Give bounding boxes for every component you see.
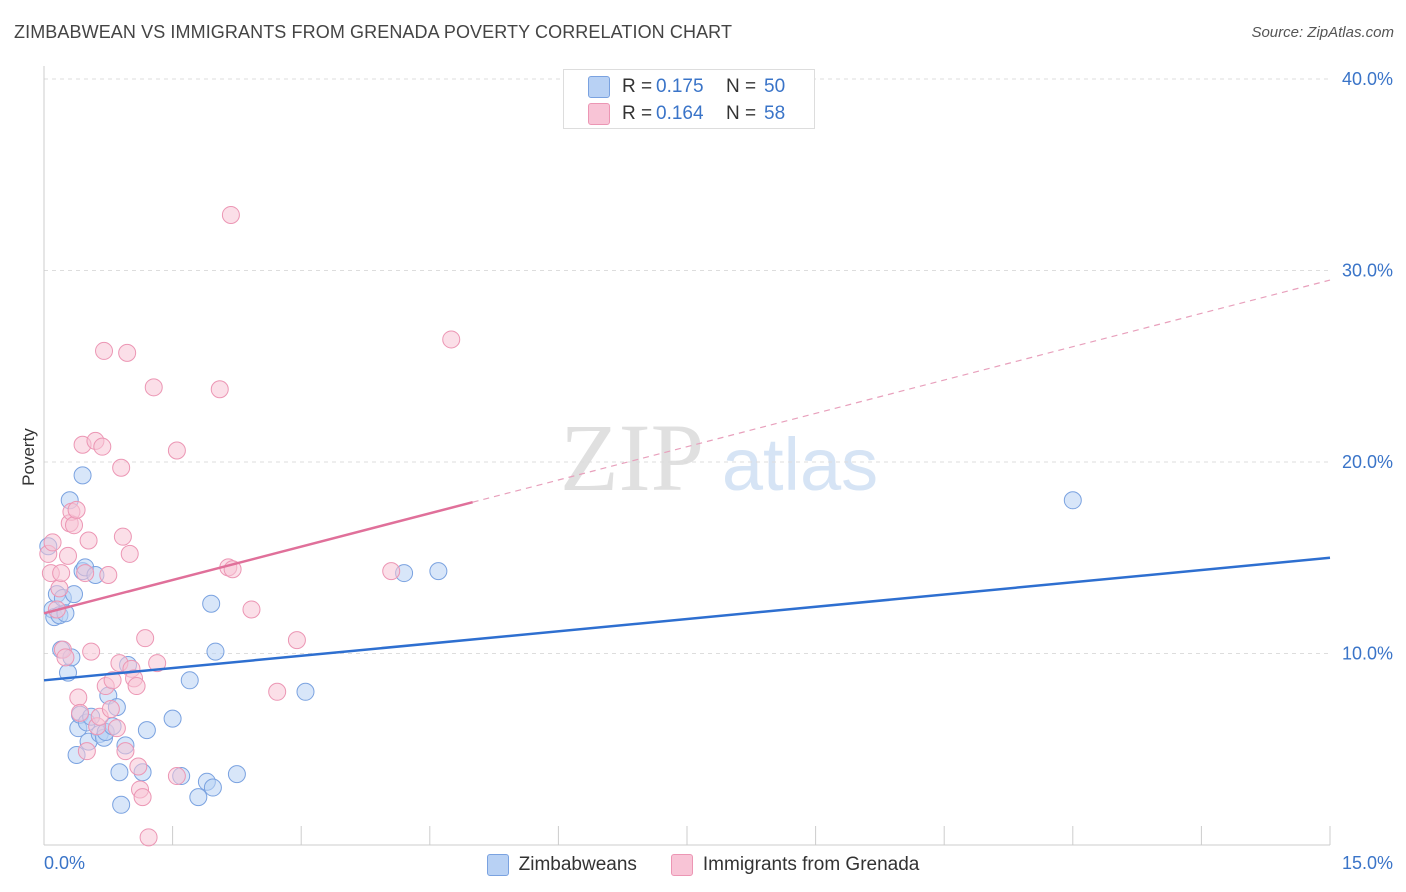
point-grenada	[65, 516, 84, 535]
point-grenada	[101, 700, 120, 719]
y-tick-label: 30.0%	[1342, 261, 1393, 281]
point-zimbabweans	[429, 562, 448, 581]
point-zimbabweans	[112, 795, 131, 814]
legend-swatch-blue	[486, 854, 509, 876]
point-grenada	[107, 719, 126, 738]
n-value: 58	[764, 103, 786, 124]
point-grenada	[116, 742, 135, 761]
point-grenada	[67, 500, 86, 519]
point-grenada	[56, 648, 75, 667]
correlation-legend: R = 0.175 N = 50 R = 0.164 N = 58	[563, 69, 815, 129]
point-grenada	[144, 378, 163, 397]
point-zimbabweans	[189, 788, 208, 807]
point-grenada	[167, 441, 186, 460]
point-grenada	[113, 527, 132, 546]
point-zimbabweans	[202, 594, 221, 613]
point-grenada	[93, 437, 112, 456]
point-grenada	[79, 531, 98, 550]
legend-swatch-pink	[588, 103, 610, 125]
bottom-legend: Zimbabweans Immigrants from Grenada	[0, 851, 1406, 879]
r-value: 0.164	[656, 103, 704, 124]
legend-swatch-blue	[588, 76, 610, 98]
legend-label: Zimbabweans	[518, 854, 637, 875]
y-tick-label: 40.0%	[1342, 69, 1393, 89]
point-grenada	[127, 677, 146, 696]
r-label: R =	[622, 103, 653, 124]
point-grenada	[148, 654, 167, 673]
source-label: Source: ZipAtlas.com	[1251, 24, 1394, 41]
point-grenada	[71, 703, 90, 722]
point-grenada	[167, 767, 186, 786]
point-grenada	[442, 330, 461, 349]
point-zimbabweans	[180, 671, 199, 690]
watermark-atlas: atlas	[722, 423, 878, 506]
point-grenada	[221, 205, 240, 224]
point-zimbabweans	[206, 642, 225, 661]
point-zimbabweans	[203, 778, 222, 797]
point-grenada	[133, 788, 152, 807]
trend-line-grenada-extension	[472, 279, 1331, 503]
point-grenada	[382, 562, 401, 581]
n-label: N =	[726, 76, 757, 97]
y-tick-label: 20.0%	[1342, 452, 1393, 472]
point-grenada	[76, 564, 95, 583]
point-grenada	[52, 564, 71, 583]
point-grenada	[120, 544, 139, 563]
legend-label: Immigrants from Grenada	[702, 854, 920, 875]
x-tick-labels: 0.0% 15.0%	[44, 853, 1393, 873]
trend-line-grenada	[43, 501, 473, 615]
point-grenada	[103, 671, 122, 690]
point-grenada	[59, 546, 78, 565]
point-grenada	[268, 682, 287, 701]
legend-row-grenada: R = 0.164 N = 58	[588, 102, 785, 126]
point-grenada	[82, 642, 101, 661]
legend-row-zimbabweans: R = 0.175 N = 50	[588, 75, 785, 99]
y-tick-labels: 10.0% 20.0% 30.0% 40.0%	[1342, 69, 1393, 664]
point-grenada	[43, 533, 62, 552]
point-zimbabweans	[73, 466, 92, 485]
y-tick-label: 10.0%	[1342, 644, 1393, 664]
r-label: R =	[622, 76, 653, 97]
x-tick-label-min: 0.0%	[44, 853, 85, 873]
r-value: 0.175	[656, 76, 704, 97]
point-zimbabweans	[163, 709, 182, 728]
point-grenada	[99, 565, 118, 584]
chart-title: ZIMBABWEAN VS IMMIGRANTS FROM GRENADA PO…	[14, 22, 733, 42]
point-grenada	[112, 458, 131, 477]
point-zimbabweans	[110, 763, 129, 782]
point-grenada	[77, 742, 96, 761]
point-grenada	[242, 600, 261, 619]
point-zimbabweans	[296, 682, 315, 701]
point-grenada	[210, 380, 229, 399]
n-value: 50	[764, 76, 786, 97]
legend-swatch-pink	[670, 854, 693, 876]
trend-lines	[43, 279, 1331, 682]
point-grenada	[287, 631, 306, 650]
legend-item-zimbabweans[interactable]: Zimbabweans	[486, 854, 637, 876]
point-zimbabweans	[137, 721, 156, 740]
watermark-zip: ZIP	[560, 404, 704, 511]
legend-item-grenada[interactable]: Immigrants from Grenada	[670, 854, 920, 876]
watermark: ZIP atlas	[560, 404, 878, 511]
point-grenada	[50, 579, 69, 598]
point-grenada	[139, 828, 158, 847]
y-axis-label: Poverty	[19, 428, 38, 486]
data-points	[39, 205, 1082, 847]
point-grenada	[118, 343, 137, 362]
point-grenada	[69, 688, 88, 707]
point-zimbabweans	[1063, 491, 1082, 510]
axes	[43, 66, 1331, 846]
trend-line-zimbabweans	[43, 556, 1331, 682]
x-tick-label-max: 15.0%	[1342, 853, 1393, 873]
point-grenada	[95, 341, 114, 360]
point-zimbabweans	[227, 765, 246, 784]
point-grenada	[136, 629, 155, 648]
point-grenada	[129, 757, 148, 776]
n-label: N =	[726, 103, 757, 124]
